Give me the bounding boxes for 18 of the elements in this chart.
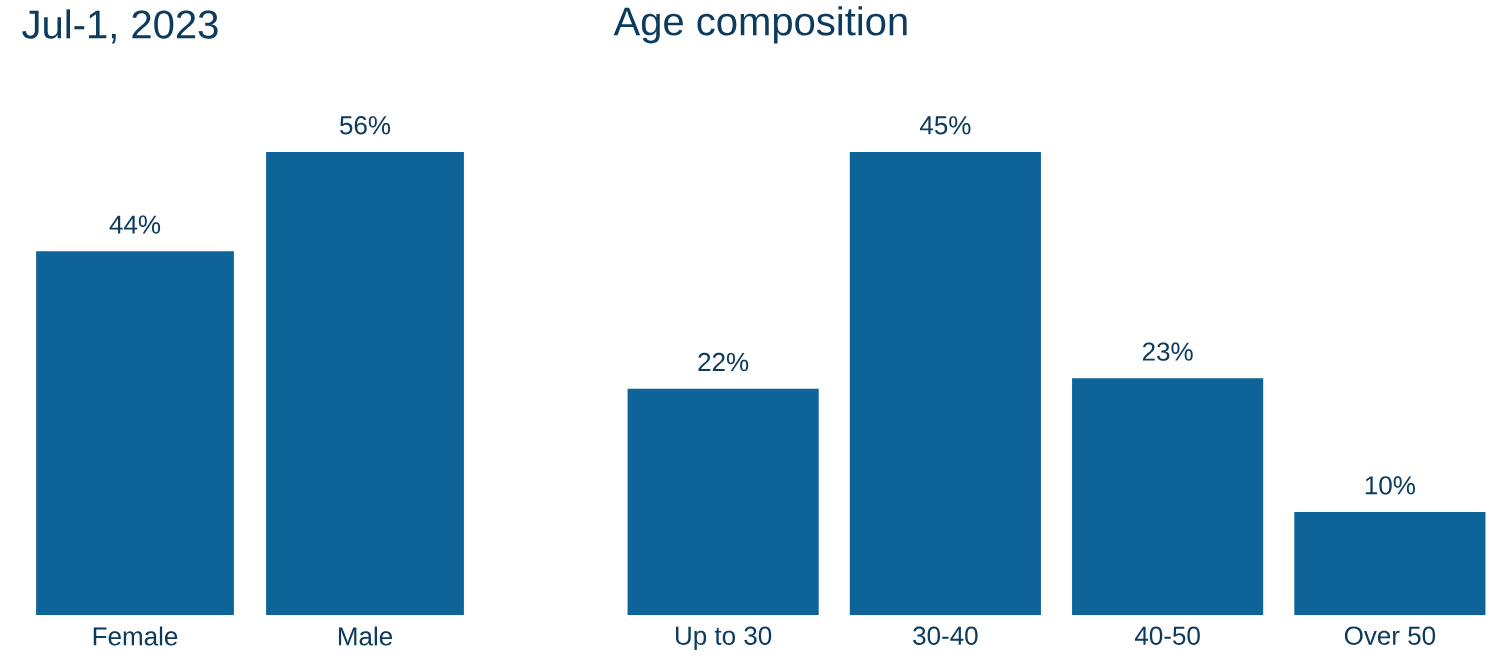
chart-title: Age composition [613,6,907,44]
x-tick-label: Male [338,626,393,646]
data-label: 56% [340,116,391,135]
chart-title: Jul-1, 2023 [22,9,218,44]
data-label: 22% [698,352,749,372]
bar [627,388,819,615]
x-tick-label: Over 50 [1344,626,1436,645]
x-tick-label: 30-40 [913,626,978,645]
x-tick-label: Up to 30 [676,626,772,651]
data-label: 23% [1142,342,1193,361]
bar [1294,512,1486,615]
x-tick-label: 40-50 [1134,626,1200,645]
data-label: 10% [1365,476,1415,495]
x-tick-label: Female [93,626,178,646]
bar [849,152,1041,615]
bar [1072,378,1264,615]
data-label: 44% [109,215,161,234]
data-label: 45% [919,116,971,135]
